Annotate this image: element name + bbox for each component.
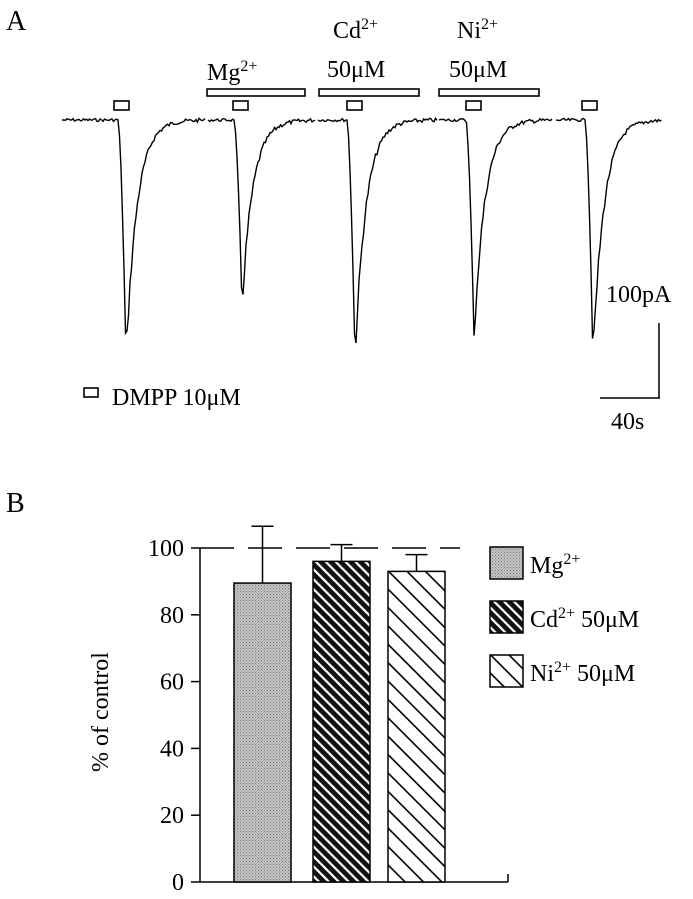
- chart-legend: Mg2+ Cd2+ 50μM Ni2+ 50μM: [489, 546, 639, 688]
- current-trace-2: [207, 117, 316, 295]
- mg-label: Mg2+: [207, 58, 257, 86]
- bar-2: [312, 560, 371, 883]
- scale-time-label: 40s: [611, 409, 644, 435]
- y-tick-label: 100: [148, 536, 184, 562]
- current-trace-5: [555, 117, 662, 339]
- ni-application-bar: [438, 88, 540, 97]
- application-mg: Mg2+: [206, 58, 306, 97]
- y-tick-label: 0: [172, 870, 184, 896]
- application-cd: Cd2+ 50μM: [318, 16, 420, 97]
- scale-current-label: 100pA: [606, 282, 672, 308]
- cd-conc: 50μM: [327, 57, 385, 83]
- ni-conc: 50μM: [449, 57, 507, 83]
- y-axis-label: % of control: [88, 652, 114, 772]
- y-tick-label: 60: [160, 670, 184, 696]
- legend-label-ni: Ni2+ 50μM: [530, 659, 635, 687]
- bar-chart: 0 20 40 60 80 100: [148, 525, 509, 896]
- dmpp-marker-5: [581, 100, 598, 111]
- legend-swatch-mg: [489, 546, 524, 580]
- legend-swatch-cd: [489, 600, 524, 634]
- y-tick-label: 40: [160, 736, 184, 762]
- dmpp-marker-4: [465, 100, 482, 111]
- legend-label-mg: Mg2+: [530, 551, 580, 579]
- legend-item-mg: Mg2+: [489, 546, 580, 580]
- dmpp-legend-marker: [83, 387, 99, 398]
- cd-application-bar: [318, 88, 420, 97]
- dmpp-marker-1: [113, 100, 130, 111]
- bar-3: [387, 570, 446, 883]
- cd-label: Cd2+: [333, 16, 378, 44]
- panel-a-label: A: [6, 6, 27, 37]
- y-tick-label: 80: [160, 603, 184, 629]
- panel-b-label: B: [6, 488, 25, 519]
- legend-item-ni: Ni2+ 50μM: [489, 654, 635, 688]
- legend-item-cd: Cd2+ 50μM: [489, 600, 639, 634]
- bar-1: [233, 582, 292, 883]
- current-trace-4: [438, 117, 553, 336]
- current-traces: [62, 116, 662, 344]
- dmpp-marker-3: [346, 100, 363, 111]
- application-ni: Ni2+ 50μM: [438, 16, 540, 97]
- mg-application-bar: [206, 88, 306, 97]
- y-tick-label: 20: [160, 803, 184, 829]
- scale-bar: 100pA 40s: [600, 282, 672, 435]
- dmpp-legend-label: DMPP 10μM: [112, 385, 241, 411]
- legend-label-cd: Cd2+ 50μM: [530, 605, 639, 633]
- dmpp-marker-2: [232, 100, 249, 111]
- legend-swatch-ni: [489, 654, 524, 688]
- ni-label: Ni2+: [457, 16, 498, 44]
- current-trace-1: [62, 117, 206, 336]
- current-trace-3: [317, 116, 438, 344]
